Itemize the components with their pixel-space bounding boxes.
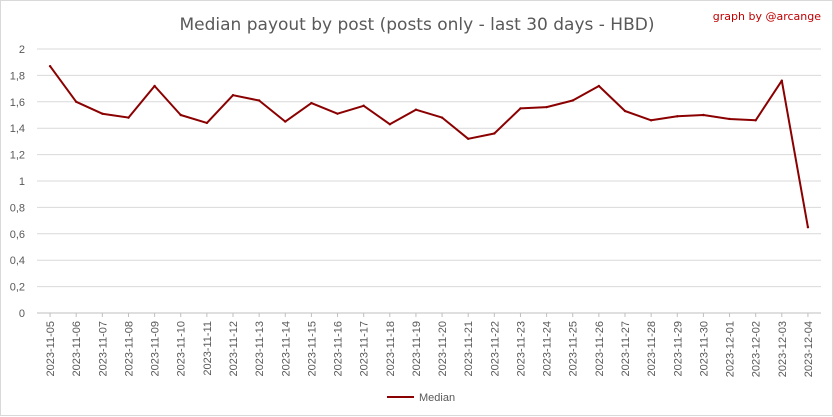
data-point bbox=[649, 119, 653, 122]
data-point bbox=[414, 108, 418, 111]
x-axis-ticks: 2023-11-05 2023-11-06 2023-11-07 2023-11-08… bbox=[45, 313, 815, 377]
x-tick-label: 2023-11-11 bbox=[202, 321, 214, 376]
legend: Median bbox=[387, 392, 455, 404]
data-point bbox=[101, 112, 104, 115]
series-layer bbox=[48, 64, 810, 229]
y-tick-label: 2 bbox=[19, 44, 25, 56]
data-point bbox=[780, 79, 783, 82]
data-point bbox=[310, 101, 313, 105]
x-tick-label: 2023-11-10 bbox=[176, 321, 188, 376]
x-tick-label: 2023-12-01 bbox=[725, 321, 737, 377]
data-point bbox=[336, 112, 339, 115]
data-point bbox=[493, 132, 496, 135]
y-tick-label: 1,2 bbox=[10, 150, 25, 162]
data-point bbox=[153, 84, 156, 88]
data-point bbox=[205, 121, 209, 125]
y-tick-label: 1 bbox=[19, 176, 25, 188]
x-tick-label: 2023-11-23 bbox=[515, 321, 527, 376]
x-tick-label: 2023-11-17 bbox=[359, 321, 371, 376]
data-point bbox=[571, 99, 574, 102]
y-tick-label: 0,8 bbox=[10, 202, 25, 214]
y-tick-label: 0 bbox=[19, 308, 25, 320]
data-point bbox=[597, 84, 601, 88]
data-point bbox=[806, 226, 810, 229]
data-point bbox=[257, 99, 261, 102]
data-point bbox=[231, 94, 235, 97]
x-tick-label: 2023-11-21 bbox=[463, 321, 475, 376]
x-tick-label: 2023-11-28 bbox=[646, 321, 658, 376]
x-tick-label: 2023-11-27 bbox=[620, 321, 632, 376]
y-tick-label: 0,2 bbox=[10, 282, 25, 294]
data-point bbox=[519, 107, 522, 110]
data-point bbox=[362, 104, 365, 107]
chart-credit: graph by @arcange bbox=[713, 10, 821, 23]
x-tick-label: 2023-11-22 bbox=[489, 321, 501, 376]
x-tick-label: 2023-11-26 bbox=[594, 321, 606, 376]
legend-label: Median bbox=[419, 392, 455, 404]
x-tick-label: 2023-11-24 bbox=[542, 321, 554, 376]
x-tick-label: 2023-11-08 bbox=[123, 321, 135, 376]
data-point bbox=[75, 100, 78, 104]
x-tick-label: 2023-11-30 bbox=[698, 321, 710, 376]
data-point bbox=[440, 116, 444, 119]
x-tick-label: 2023-11-19 bbox=[411, 321, 423, 376]
data-point bbox=[702, 113, 705, 117]
x-tick-label: 2023-11-25 bbox=[568, 321, 580, 376]
x-tick-label: 2023-11-06 bbox=[71, 321, 83, 376]
y-axis-ticks: 0 0,2 0,4 0,6 0,8 1 1,2 1,4 1,6 1,8 2 bbox=[10, 44, 25, 320]
data-point bbox=[179, 113, 182, 117]
data-point bbox=[623, 109, 627, 113]
data-point bbox=[284, 120, 287, 123]
x-tick-label: 2023-12-02 bbox=[751, 321, 763, 377]
data-point bbox=[388, 123, 391, 126]
data-point bbox=[676, 115, 679, 118]
data-point bbox=[545, 105, 548, 109]
x-tick-label: 2023-12-04 bbox=[803, 321, 815, 377]
x-tick-label: 2023-11-20 bbox=[437, 321, 449, 376]
series-line-median bbox=[49, 65, 809, 228]
x-tick-label: 2023-11-05 bbox=[45, 321, 57, 376]
grid-lines bbox=[37, 48, 821, 314]
data-point bbox=[467, 137, 470, 140]
x-tick-label: 2023-11-07 bbox=[97, 321, 109, 376]
x-tick-label: 2023-11-09 bbox=[150, 321, 162, 376]
y-tick-label: 1,4 bbox=[10, 123, 25, 135]
data-point bbox=[754, 119, 757, 122]
x-tick-label: 2023-12-03 bbox=[777, 321, 789, 377]
x-tick-label: 2023-11-18 bbox=[385, 321, 397, 376]
x-tick-label: 2023-11-16 bbox=[333, 321, 345, 376]
x-tick-label: 2023-11-12 bbox=[228, 321, 240, 376]
data-point bbox=[127, 116, 130, 119]
x-tick-label: 2023-11-13 bbox=[254, 321, 266, 376]
x-tick-label: 2023-11-29 bbox=[672, 321, 684, 376]
y-tick-label: 1,6 bbox=[10, 97, 25, 109]
x-tick-label: 2023-11-15 bbox=[306, 321, 318, 376]
y-tick-label: 0,4 bbox=[10, 255, 25, 267]
y-tick-label: 0,6 bbox=[10, 229, 25, 241]
data-point bbox=[48, 64, 52, 68]
chart-title: Median payout by post (posts only - last… bbox=[180, 15, 655, 35]
x-tick-label: 2023-11-14 bbox=[280, 321, 292, 376]
y-tick-label: 1,8 bbox=[10, 70, 25, 82]
data-point bbox=[728, 117, 731, 121]
